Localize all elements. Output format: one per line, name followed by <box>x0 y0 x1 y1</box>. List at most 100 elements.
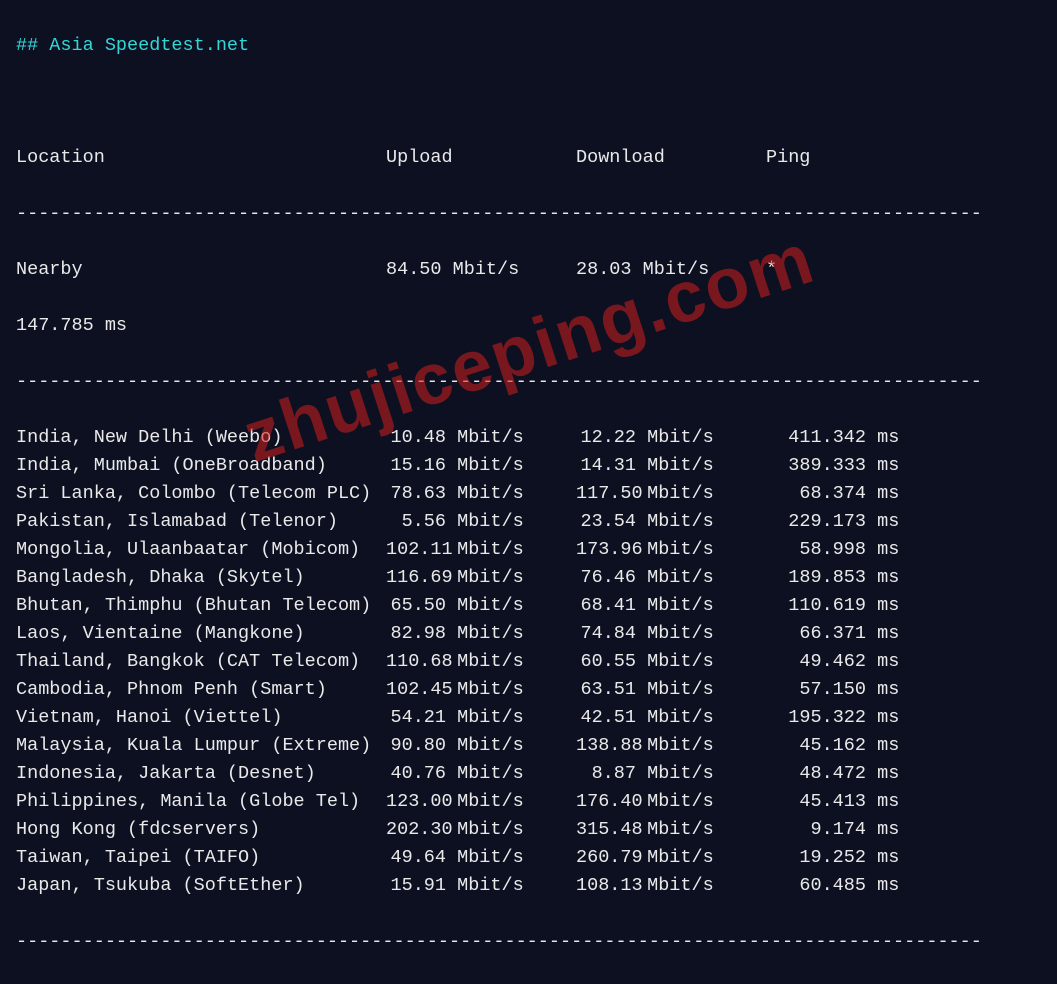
cell-download: 60.55 Mbit/s <box>576 648 766 676</box>
cell-upload: 123.00 Mbit/s <box>386 788 576 816</box>
cell-location: Cambodia, Phnom Penh (Smart) <box>16 676 386 704</box>
cell-ping: 189.853 ms <box>766 564 899 592</box>
cell-download: 68.41 Mbit/s <box>576 592 766 620</box>
cell-download: 176.40 Mbit/s <box>576 788 766 816</box>
cell-ping: 9.174 ms <box>766 816 899 844</box>
cell-ping: 411.342 ms <box>766 424 899 452</box>
cell-ping: 60.485 ms <box>766 872 899 900</box>
table-row: Japan, Tsukuba (SoftEther)15.91 Mbit/s10… <box>16 872 1057 900</box>
cell-ping: 68.374 ms <box>766 480 899 508</box>
cell-location: Laos, Vientaine (Mangkone) <box>16 620 386 648</box>
table-row: India, Mumbai (OneBroadband)15.16 Mbit/s… <box>16 452 1057 480</box>
cell-upload: 82.98 Mbit/s <box>386 620 576 648</box>
cell-location: Thailand, Bangkok (CAT Telecom) <box>16 648 386 676</box>
cell-location: Taiwan, Taipei (TAIFO) <box>16 844 386 872</box>
cell-ping: 57.150 ms <box>766 676 899 704</box>
section-title: ## Asia Speedtest.net <box>16 32 1057 60</box>
table-row: Philippines, Manila (Globe Tel)123.00 Mb… <box>16 788 1057 816</box>
cell-ping: 58.998 ms <box>766 536 899 564</box>
table-row: Bangladesh, Dhaka (Skytel)116.69 Mbit/s7… <box>16 564 1057 592</box>
cell-ping: 229.173 ms <box>766 508 899 536</box>
table-row: Hong Kong (fdcservers)202.30 Mbit/s315.4… <box>16 816 1057 844</box>
cell-upload: 90.80 Mbit/s <box>386 732 576 760</box>
cell-download: 108.13 Mbit/s <box>576 872 766 900</box>
cell-download: 42.51 Mbit/s <box>576 704 766 732</box>
table-row: Bhutan, Thimphu (Bhutan Telecom)65.50 Mb… <box>16 592 1057 620</box>
cell-ping: 19.252 ms <box>766 844 899 872</box>
cell-upload: 40.76 Mbit/s <box>386 760 576 788</box>
cell-upload: 54.21 Mbit/s <box>386 704 576 732</box>
cell-location: Japan, Tsukuba (SoftEther) <box>16 872 386 900</box>
cell-location: India, Mumbai (OneBroadband) <box>16 452 386 480</box>
cell-upload: 49.64 Mbit/s <box>386 844 576 872</box>
nearby-latency: 147.785 ms <box>16 312 1057 340</box>
header-download: Download <box>576 144 766 172</box>
table-row: India, New Delhi (Weebo)10.48 Mbit/s12.2… <box>16 424 1057 452</box>
cell-download: 14.31 Mbit/s <box>576 452 766 480</box>
nearby-row: Nearby84.50 Mbit/s28.03 Mbit/s* <box>16 256 1057 284</box>
cell-download: 117.50 Mbit/s <box>576 480 766 508</box>
cell-ping: 110.619 ms <box>766 592 899 620</box>
cell-ping: 45.413 ms <box>766 788 899 816</box>
table-row: Sri Lanka, Colombo (Telecom PLC)78.63 Mb… <box>16 480 1057 508</box>
table-row: Taiwan, Taipei (TAIFO)49.64 Mbit/s260.79… <box>16 844 1057 872</box>
cell-download: 12.22 Mbit/s <box>576 424 766 452</box>
cell-location: Bhutan, Thimphu (Bhutan Telecom) <box>16 592 386 620</box>
table-row: Malaysia, Kuala Lumpur (Extreme)90.80 Mb… <box>16 732 1057 760</box>
cell-upload: 110.68 Mbit/s <box>386 648 576 676</box>
cell-download: 173.96 Mbit/s <box>576 536 766 564</box>
cell-upload: 102.45 Mbit/s <box>386 676 576 704</box>
terminal-output: ## Asia Speedtest.net LocationUploadDown… <box>0 0 1057 984</box>
divider-line: ----------------------------------------… <box>16 368 1057 396</box>
cell-location: Philippines, Manila (Globe Tel) <box>16 788 386 816</box>
cell-location: India, New Delhi (Weebo) <box>16 424 386 452</box>
header-upload: Upload <box>386 144 576 172</box>
table-row: Indonesia, Jakarta (Desnet)40.76 Mbit/s8… <box>16 760 1057 788</box>
table-row: Cambodia, Phnom Penh (Smart)102.45 Mbit/… <box>16 676 1057 704</box>
cell-download: 8.87 Mbit/s <box>576 760 766 788</box>
divider-line: ----------------------------------------… <box>16 200 1057 228</box>
blank-line <box>16 88 1057 116</box>
cell-location: Hong Kong (fdcservers) <box>16 816 386 844</box>
table-row: Thailand, Bangkok (CAT Telecom)110.68 Mb… <box>16 648 1057 676</box>
cell-upload: 15.91 Mbit/s <box>386 872 576 900</box>
cell-upload: 15.16 Mbit/s <box>386 452 576 480</box>
cell-download: 76.46 Mbit/s <box>576 564 766 592</box>
cell-download: 260.79 Mbit/s <box>576 844 766 872</box>
cell-download: 138.88 Mbit/s <box>576 732 766 760</box>
cell-upload: 65.50 Mbit/s <box>386 592 576 620</box>
nearby-label: Nearby <box>16 256 386 284</box>
table-row: Pakistan, Islamabad (Telenor)5.56 Mbit/s… <box>16 508 1057 536</box>
table-row: Laos, Vientaine (Mangkone)82.98 Mbit/s74… <box>16 620 1057 648</box>
cell-download: 23.54 Mbit/s <box>576 508 766 536</box>
header-row: LocationUploadDownloadPing <box>16 144 1057 172</box>
header-ping: Ping <box>766 144 810 172</box>
cell-location: Sri Lanka, Colombo (Telecom PLC) <box>16 480 386 508</box>
cell-download: 63.51 Mbit/s <box>576 676 766 704</box>
cell-location: Malaysia, Kuala Lumpur (Extreme) <box>16 732 386 760</box>
cell-upload: 202.30 Mbit/s <box>386 816 576 844</box>
nearby-download: 28.03 Mbit/s <box>576 256 766 284</box>
cell-ping: 195.322 ms <box>766 704 899 732</box>
cell-upload: 102.11 Mbit/s <box>386 536 576 564</box>
cell-ping: 48.472 ms <box>766 760 899 788</box>
header-location: Location <box>16 144 386 172</box>
cell-upload: 78.63 Mbit/s <box>386 480 576 508</box>
cell-ping: 389.333 ms <box>766 452 899 480</box>
cell-download: 315.48 Mbit/s <box>576 816 766 844</box>
cell-upload: 10.48 Mbit/s <box>386 424 576 452</box>
divider-line: ----------------------------------------… <box>16 928 1057 956</box>
cell-ping: 49.462 ms <box>766 648 899 676</box>
table-row: Mongolia, Ulaanbaatar (Mobicom)102.11 Mb… <box>16 536 1057 564</box>
cell-location: Vietnam, Hanoi (Viettel) <box>16 704 386 732</box>
nearby-upload: 84.50 Mbit/s <box>386 256 576 284</box>
cell-upload: 116.69 Mbit/s <box>386 564 576 592</box>
table-row: Vietnam, Hanoi (Viettel)54.21 Mbit/s42.5… <box>16 704 1057 732</box>
nearby-ping-marker: * <box>766 256 777 284</box>
cell-upload: 5.56 Mbit/s <box>386 508 576 536</box>
cell-location: Pakistan, Islamabad (Telenor) <box>16 508 386 536</box>
cell-location: Mongolia, Ulaanbaatar (Mobicom) <box>16 536 386 564</box>
cell-location: Indonesia, Jakarta (Desnet) <box>16 760 386 788</box>
cell-ping: 45.162 ms <box>766 732 899 760</box>
cell-location: Bangladesh, Dhaka (Skytel) <box>16 564 386 592</box>
